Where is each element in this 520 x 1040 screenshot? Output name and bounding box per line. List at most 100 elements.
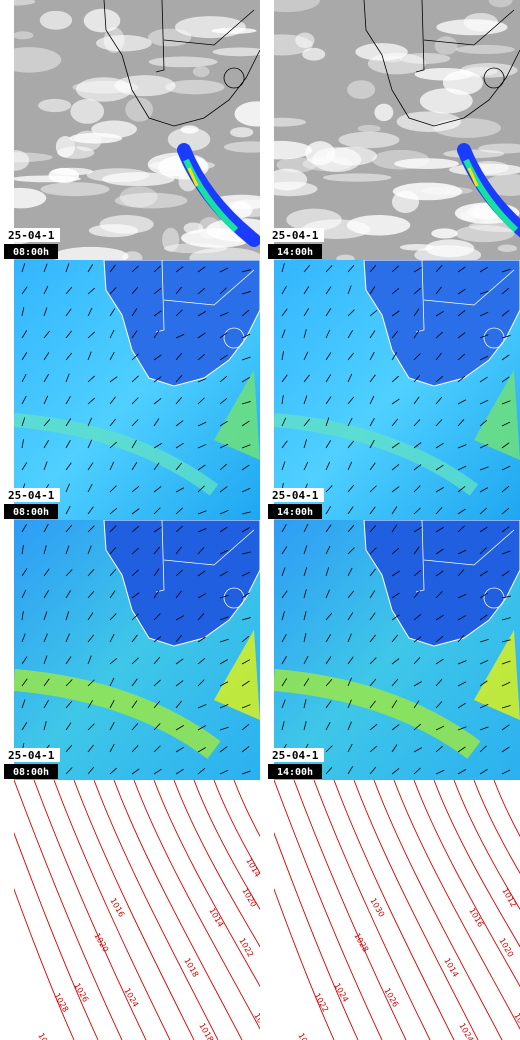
cloud <box>286 208 342 231</box>
wind-arrow <box>457 444 467 449</box>
wind-arrow <box>347 743 353 753</box>
wind-arrow <box>197 353 206 361</box>
wind-arrow <box>501 746 510 753</box>
wind-arrow <box>479 614 488 621</box>
wind-arrow <box>501 334 511 339</box>
wind-arrow <box>109 507 118 515</box>
wind-arrow <box>435 507 443 515</box>
wind-arrow <box>413 507 421 515</box>
date-label: 25-04-1 <box>8 229 55 242</box>
wind-arrow <box>435 331 444 339</box>
wind-arrow <box>413 419 421 427</box>
wind-arrow <box>501 268 511 273</box>
wind-arrow <box>435 442 444 449</box>
wind-arrow <box>281 633 287 643</box>
wind-arrow <box>369 634 376 643</box>
wind-arrow <box>347 721 352 731</box>
wind-arrow <box>303 439 307 449</box>
wind-arrow <box>303 589 307 599</box>
wind-arrow <box>43 285 49 295</box>
time-bg <box>4 764 58 779</box>
wind-arrow <box>435 701 443 709</box>
contour-label: 1018 <box>296 1032 314 1040</box>
cloud <box>414 245 482 260</box>
cloud <box>86 168 150 183</box>
rain-peak <box>467 167 479 187</box>
wind-arrow <box>347 352 354 361</box>
wind-arrow <box>325 265 333 273</box>
wind-arrow <box>413 353 421 361</box>
wind-arrow <box>175 700 182 709</box>
wind-arrow <box>369 310 378 317</box>
wind-arrow <box>197 547 205 555</box>
wind-arrow <box>435 745 444 753</box>
wind-arrow <box>391 524 398 533</box>
wind-arrow <box>153 656 161 665</box>
cloud <box>394 158 459 170</box>
wind-arrow <box>479 419 488 427</box>
wind-arrow <box>65 483 70 493</box>
wind-arrow <box>435 679 443 687</box>
wind-arrow <box>435 769 445 775</box>
wind-arrow <box>391 418 399 427</box>
wind-arrow <box>87 307 93 317</box>
cloud <box>488 0 513 8</box>
wind-arrow <box>391 310 400 317</box>
wind-arrow <box>219 463 228 471</box>
isobar <box>193 780 260 911</box>
wind-arrow <box>153 723 161 731</box>
wind-arrow <box>241 377 250 383</box>
cloud <box>371 149 430 170</box>
wind-arrow <box>457 486 466 493</box>
wind-arrow <box>501 681 511 687</box>
wind-arrow <box>153 590 160 599</box>
wind-arrow <box>347 677 352 687</box>
wind-arrow <box>153 330 160 339</box>
wind-arrow <box>303 374 310 383</box>
land <box>363 260 520 387</box>
wind-arrow <box>131 525 140 533</box>
wind-arrow <box>325 612 333 621</box>
wind-arrow <box>87 462 94 471</box>
cloud <box>374 103 394 122</box>
wind-arrow <box>281 523 287 533</box>
wind-arrow <box>241 704 251 709</box>
wind-arrow <box>347 547 355 555</box>
wind-arrow <box>175 266 184 273</box>
cloud <box>391 190 420 214</box>
wind-arrow <box>153 568 160 577</box>
wind-arrow <box>413 287 422 295</box>
wind-arrow <box>197 570 206 577</box>
wind-arrow <box>87 264 94 273</box>
cloud <box>455 44 515 55</box>
wind-arrow <box>325 745 333 753</box>
wind-arrow <box>325 461 331 471</box>
wind-arrow <box>153 679 161 687</box>
wind-arrow <box>241 401 251 405</box>
wind-arrow <box>369 568 376 577</box>
date-bg <box>268 228 324 242</box>
cloud <box>355 43 408 61</box>
cloud <box>48 167 80 184</box>
cloud <box>121 251 143 260</box>
wind-arrow <box>65 767 73 775</box>
jet <box>274 413 479 496</box>
wind-arrow <box>109 721 115 731</box>
wind-arrow <box>391 547 400 555</box>
wind-arrow <box>87 700 93 709</box>
land <box>103 260 260 387</box>
cloud <box>165 79 225 95</box>
wind-arrow <box>219 354 228 361</box>
jet-east <box>474 370 520 460</box>
wind-arrow <box>219 549 229 555</box>
wind-arrow <box>241 551 251 555</box>
wind-arrow <box>21 633 26 643</box>
isobar <box>274 888 335 1040</box>
wind-arrow <box>325 485 333 493</box>
wind-arrow <box>325 721 331 731</box>
wind-arrow <box>303 461 309 471</box>
wind-arrow <box>197 266 206 273</box>
wind-arrow <box>43 440 49 449</box>
wind-arrow <box>347 633 352 643</box>
isobar <box>233 780 260 838</box>
